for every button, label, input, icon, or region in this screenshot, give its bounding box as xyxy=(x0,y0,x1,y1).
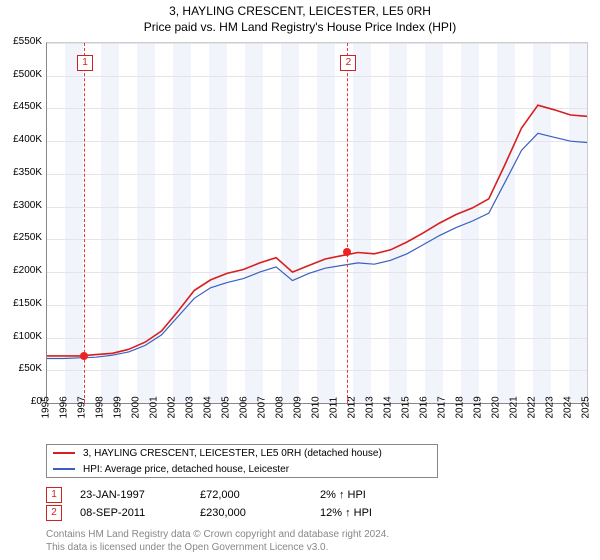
legend-label-subject: 3, HAYLING CRESCENT, LEICESTER, LE5 0RH … xyxy=(83,448,382,459)
x-axis-label: 2005 xyxy=(221,405,232,419)
y-axis-label: £250K xyxy=(2,232,42,243)
x-axis-label: 2022 xyxy=(527,405,538,419)
sale-pct-2: 12% ↑ HPI xyxy=(320,507,440,519)
y-axis-label: £50K xyxy=(2,363,42,374)
y-axis-label: £200K xyxy=(2,265,42,276)
sale-flag-2: 2 xyxy=(340,55,356,71)
x-axis-label: 2025 xyxy=(581,405,592,419)
x-axis-label: 2000 xyxy=(131,405,142,419)
x-axis-label: 2001 xyxy=(149,405,160,419)
sale-price-1: £72,000 xyxy=(200,489,320,501)
line-subject xyxy=(47,105,587,356)
footer-line-2: This data is licensed under the Open Gov… xyxy=(46,541,389,554)
y-axis-label: £150K xyxy=(2,298,42,309)
x-axis-label: 1999 xyxy=(113,405,124,419)
y-axis-label: £100K xyxy=(2,331,42,342)
x-axis-label: 2021 xyxy=(509,405,520,419)
sale-marker-1: 1 xyxy=(46,487,62,503)
sale-dot-2 xyxy=(343,248,351,256)
legend-swatch-hpi xyxy=(53,468,75,470)
sale-vline-2 xyxy=(347,43,348,403)
legend-label-hpi: HPI: Average price, detached house, Leic… xyxy=(83,464,289,475)
chart-plot-area: 12 xyxy=(46,42,588,404)
sale-pct-1: 2% ↑ HPI xyxy=(320,489,440,501)
x-axis-label: 2008 xyxy=(275,405,286,419)
footer-line-1: Contains HM Land Registry data © Crown c… xyxy=(46,528,389,541)
legend-item-subject: 3, HAYLING CRESCENT, LEICESTER, LE5 0RH … xyxy=(47,445,437,461)
title-line-2: Price paid vs. HM Land Registry's House … xyxy=(0,20,600,34)
x-axis-label: 2002 xyxy=(167,405,178,419)
sale-date-1: 23-JAN-1997 xyxy=(80,489,200,501)
title-line-1: 3, HAYLING CRESCENT, LEICESTER, LE5 0RH xyxy=(0,4,600,18)
legend-box: 3, HAYLING CRESCENT, LEICESTER, LE5 0RH … xyxy=(46,444,438,478)
sale-row-2: 2 08-SEP-2011 £230,000 12% ↑ HPI xyxy=(46,504,440,522)
y-axis-label: £350K xyxy=(2,167,42,178)
sale-marker-2: 2 xyxy=(46,505,62,521)
footer-text: Contains HM Land Registry data © Crown c… xyxy=(46,528,389,554)
x-axis-label: 2011 xyxy=(329,405,340,419)
sale-flag-1: 1 xyxy=(77,55,93,71)
x-axis-label: 1998 xyxy=(95,405,106,419)
x-axis-label: 2018 xyxy=(455,405,466,419)
x-axis-label: 2012 xyxy=(347,405,358,419)
x-axis-label: 2004 xyxy=(203,405,214,419)
y-axis-label: £450K xyxy=(2,101,42,112)
y-axis-label: £550K xyxy=(2,36,42,47)
x-axis-label: 1996 xyxy=(59,405,70,419)
line-hpi xyxy=(47,133,587,358)
sale-date-2: 08-SEP-2011 xyxy=(80,507,200,519)
sale-row-1: 1 23-JAN-1997 £72,000 2% ↑ HPI xyxy=(46,486,440,504)
y-axis-label: £300K xyxy=(2,200,42,211)
x-axis-label: 2013 xyxy=(365,405,376,419)
x-axis-label: 1997 xyxy=(77,405,88,419)
legend-swatch-subject xyxy=(53,452,75,454)
x-axis-label: 1995 xyxy=(41,405,52,419)
x-axis-label: 2007 xyxy=(257,405,268,419)
sale-dot-1 xyxy=(80,352,88,360)
y-axis-label: £500K xyxy=(2,69,42,80)
x-axis-label: 2024 xyxy=(563,405,574,419)
x-axis-label: 2020 xyxy=(491,405,502,419)
x-axis-label: 2006 xyxy=(239,405,250,419)
y-axis-label: £0 xyxy=(2,396,42,407)
y-axis-label: £400K xyxy=(2,134,42,145)
x-axis-label: 2017 xyxy=(437,405,448,419)
legend-item-hpi: HPI: Average price, detached house, Leic… xyxy=(47,461,437,477)
sale-price-2: £230,000 xyxy=(200,507,320,519)
sale-vline-1 xyxy=(84,43,85,403)
sales-table: 1 23-JAN-1997 £72,000 2% ↑ HPI 2 08-SEP-… xyxy=(46,486,440,522)
x-axis-label: 2003 xyxy=(185,405,196,419)
x-axis-label: 2016 xyxy=(419,405,430,419)
x-axis-label: 2009 xyxy=(293,405,304,419)
x-axis-label: 2019 xyxy=(473,405,484,419)
x-axis-label: 2015 xyxy=(401,405,412,419)
x-axis-label: 2010 xyxy=(311,405,322,419)
x-axis-label: 2014 xyxy=(383,405,394,419)
x-axis-label: 2023 xyxy=(545,405,556,419)
